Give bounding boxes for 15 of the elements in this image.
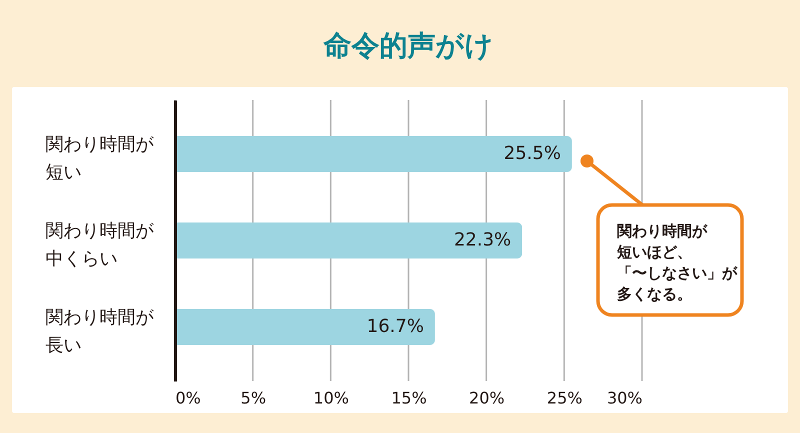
x-tick-label: 15%	[391, 388, 427, 408]
x-tick-label: 20%	[469, 388, 505, 408]
data-label: 16.7%	[366, 316, 424, 337]
annotation: 関わり時間が短いほど、「〜しなさい」が多くなる。	[616, 222, 738, 303]
x-tick-label: 25%	[546, 388, 582, 408]
data-label: 25.5%	[504, 143, 561, 164]
data-label: 22.3%	[454, 230, 512, 250]
x-tick-label: 5%	[240, 388, 266, 408]
x-tick-label: 30%	[606, 388, 642, 408]
x-tick-label: 10%	[313, 388, 349, 408]
y-tick-label: 関わり時間が長い	[46, 306, 154, 356]
x-tick-label: 0%	[176, 388, 201, 408]
y-tick-label: 関わり時間が短い	[46, 134, 154, 184]
chart-title: 命令的声がけ	[322, 29, 494, 62]
y-tick-label: 関わり時間が中くらい	[46, 220, 154, 270]
